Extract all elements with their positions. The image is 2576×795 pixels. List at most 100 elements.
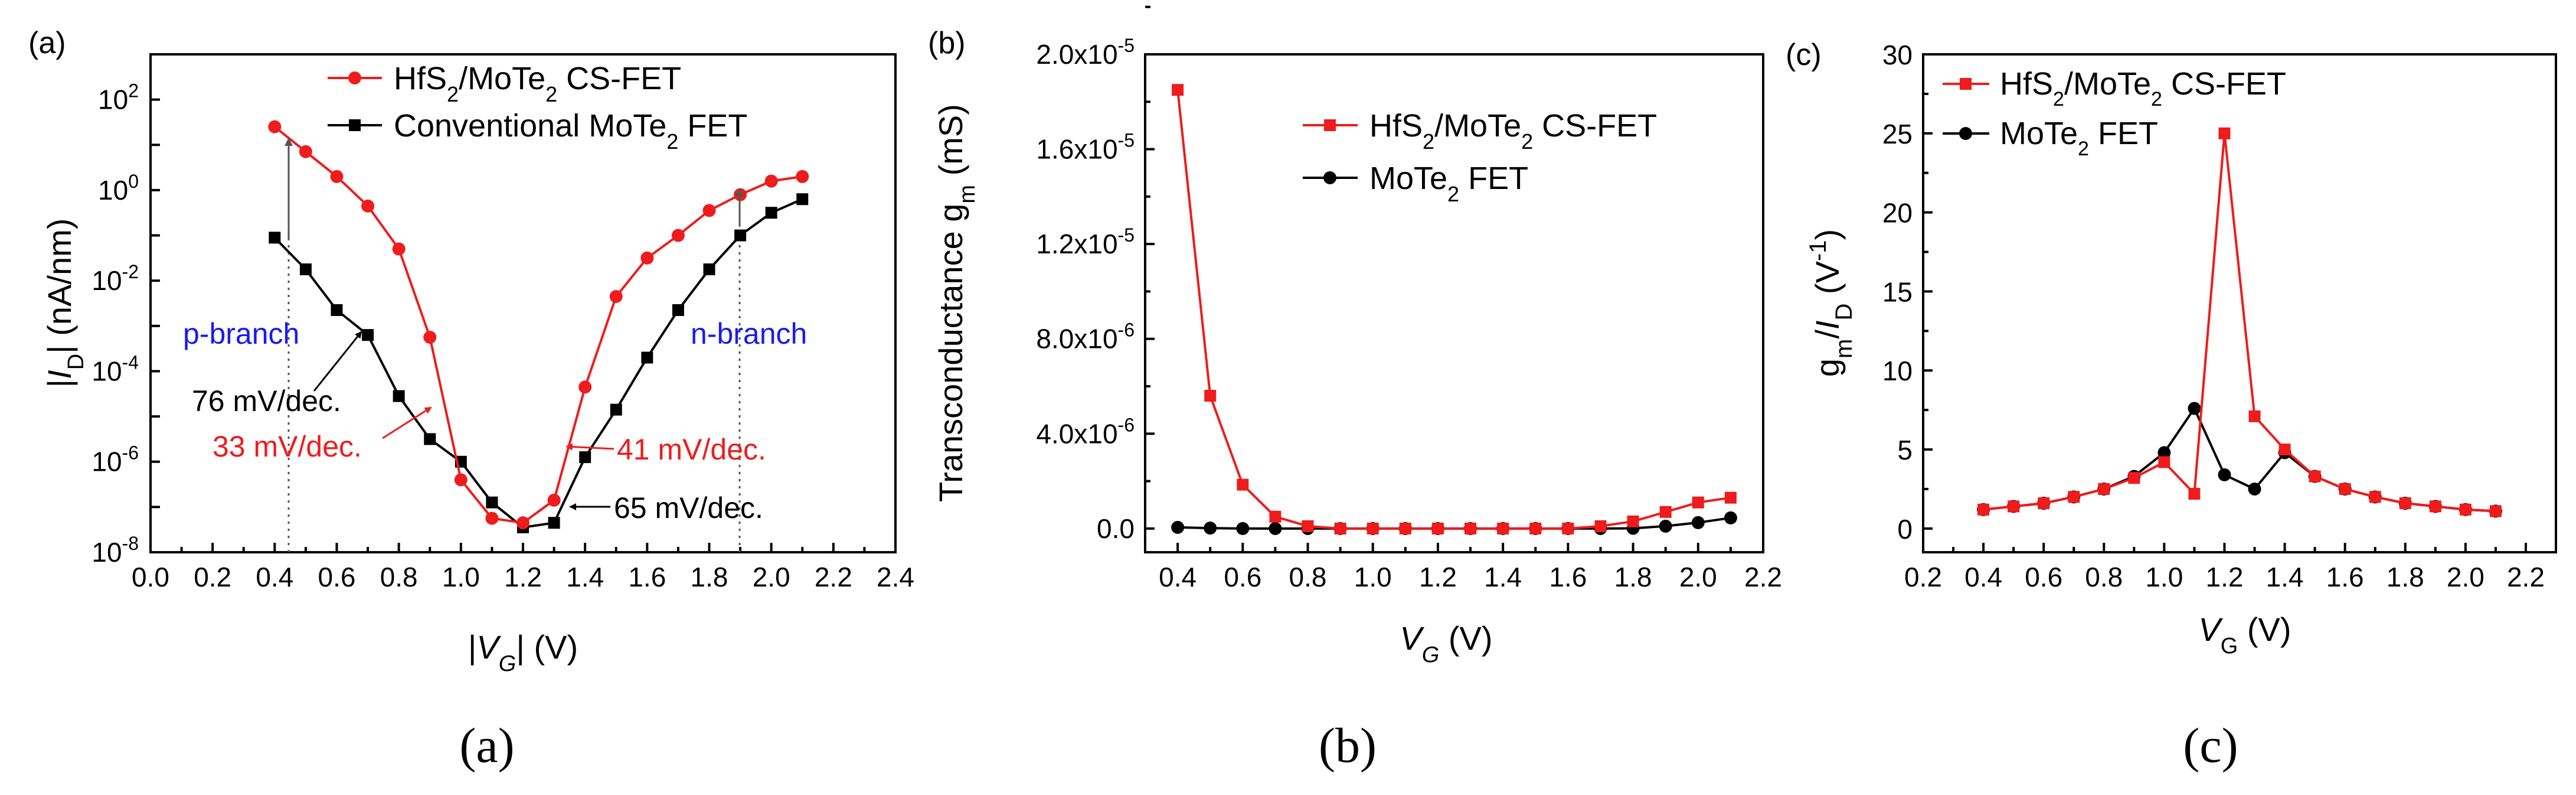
annotation-41-arrow	[565, 443, 614, 451]
hfs2-c-point	[2038, 497, 2050, 510]
hfs2-b-point	[1431, 522, 1444, 535]
y-tick-label: 2.0x10-5	[1036, 35, 1135, 70]
x-tick-label: 0.4	[1964, 562, 2002, 592]
hfs2-b-point	[1269, 510, 1282, 523]
conventional-point	[734, 229, 747, 242]
hfs2-b-point	[1237, 478, 1249, 491]
annotation-n-branch: n-branch	[691, 317, 807, 350]
panel-c-y-label: gm/ID (V-1)	[1805, 229, 1857, 377]
mote2-b-point	[1724, 511, 1737, 524]
hfs2-c-line	[1983, 133, 2496, 513]
conventional-point	[424, 433, 436, 445]
panel-a-x-ticks: 0.0 0.2 0.4 0.6 0.8 1.0 1.2 1.4 1.6 1.8 2.0 2.2 2.4	[132, 543, 914, 592]
legend-label-conventional: Conventional MoTe2 FET	[394, 108, 747, 154]
panel-a-series	[268, 120, 809, 533]
mote2-c-line	[1983, 406, 2496, 513]
conventional-point	[796, 193, 809, 206]
annotation-41-mv-dec: 41 mV/dec.	[617, 433, 766, 466]
x-tick-label: 1.2	[1419, 562, 1457, 592]
hfs2-b-point	[1529, 522, 1542, 535]
x-tick-label: 0.4	[256, 562, 293, 592]
hfs2-c-point	[2369, 491, 2381, 503]
panel-c-series	[1977, 127, 2502, 518]
conventional-point	[299, 263, 312, 276]
caption-b: (b)	[1319, 718, 1377, 773]
conventional-point	[269, 232, 281, 244]
panel-a-y-label: |ID| (nA/nm)	[41, 219, 89, 388]
hfs2-point	[578, 380, 592, 394]
hfs2-c-point	[2188, 487, 2201, 500]
hfs2-point	[423, 330, 437, 344]
hfs2-b-point	[1464, 522, 1477, 535]
panel-a-label: (a)	[28, 26, 66, 60]
x-tick-label: 0.8	[380, 562, 418, 592]
annotation-p-branch: p-branch	[183, 317, 299, 350]
x-tick-label: 1.0	[1354, 562, 1392, 592]
hfs2-point	[671, 229, 685, 242]
hfs2-point	[640, 251, 654, 265]
x-tick-label: 1.8	[1614, 562, 1652, 592]
hfs2-b-point	[1594, 520, 1607, 532]
hfs2-point	[392, 242, 406, 256]
mote2-b-point	[1269, 522, 1282, 535]
panel-c-x-label: VG (V)	[2198, 611, 2291, 659]
panel-a: (a) 0.0 0.2 0.4 0.6 0.8 1.0 1.2 1.4 1.6 1.8 2.0 2.2…	[28, 26, 914, 773]
legend-label-mote2-c: MoTe2 FET	[2000, 116, 2158, 160]
panel-b-frame	[1144, 53, 1764, 553]
panel-c-frame	[1922, 53, 2557, 553]
mote2-b-point	[1171, 520, 1185, 534]
legend-marker-hfs2-c	[1960, 78, 1972, 90]
legend-label-hfs2: HfS2/MoTe2 CS-FET	[394, 61, 681, 106]
panel-b-y-label: Transconductance gm (mS)	[932, 104, 980, 502]
x-tick-label: 1.8	[691, 562, 728, 592]
mote2-c-point	[2218, 468, 2231, 481]
hfs2-b-point	[1302, 520, 1314, 532]
y-tick-label: 10-6	[91, 442, 139, 477]
mote2-b-point	[1691, 516, 1705, 529]
mote2-b-point	[1659, 519, 1672, 533]
hfs2-point	[454, 473, 468, 487]
y-tick-label: 8.0x10-6	[1036, 320, 1135, 354]
conventional-point	[765, 207, 777, 219]
hfs2-b-point	[1204, 390, 1217, 402]
y-tick-label: 25	[1882, 119, 1913, 149]
hfs2-b-point	[1497, 522, 1509, 535]
hfs2-c-point	[2158, 456, 2170, 468]
conventional-point	[641, 351, 653, 364]
y-tick-label: 20	[1882, 198, 1913, 229]
caption-a: (a)	[459, 718, 514, 773]
conventional-point	[362, 329, 374, 341]
hfs2-c-point	[2429, 500, 2441, 513]
hfs2-point	[609, 290, 623, 304]
hfs2-c-point	[2278, 444, 2291, 456]
legend-marker-hfs2	[348, 71, 361, 84]
x-tick-label: 1.6	[2326, 562, 2364, 592]
hfs2-b-point	[1562, 522, 1574, 535]
mote2-c-point	[2157, 446, 2171, 460]
hfs2-point	[361, 199, 375, 213]
annotation-76-mv-dec: 76 mV/dec.	[192, 385, 341, 418]
x-tick-label: 1.2	[2205, 562, 2243, 592]
x-tick-label: 0.4	[1159, 562, 1197, 592]
legend-marker-conventional	[349, 119, 361, 131]
hfs2-point	[702, 204, 716, 217]
x-tick-label: 2.2	[1744, 562, 1782, 592]
panel-c-legend: HfS2/MoTe2 CS-FET MoTe2 FET	[1943, 66, 2286, 160]
conventional-point	[548, 517, 560, 529]
hfs2-b-point	[1399, 522, 1411, 535]
hfs2-c-point	[2309, 470, 2321, 483]
mote2-b-point	[1204, 522, 1217, 535]
conventional-point	[486, 496, 498, 509]
hfs2-c-point	[1977, 503, 1990, 516]
y-tick-label: 10	[1882, 356, 1913, 386]
x-tick-label: 0.2	[194, 562, 231, 592]
legend-marker-mote2-c	[1959, 127, 1972, 140]
x-tick-label: 1.4	[1484, 562, 1522, 592]
y-tick-label: 4.0x10-6	[1036, 414, 1135, 449]
y-tick-label: 102	[98, 80, 139, 115]
annotation-76-arrow	[313, 331, 362, 392]
y-tick-label: 1.2x10-5	[1036, 224, 1135, 259]
conventional-point	[579, 451, 591, 464]
x-tick-label: 0.6	[2025, 562, 2062, 592]
y-tick-label: 15	[1882, 276, 1913, 307]
